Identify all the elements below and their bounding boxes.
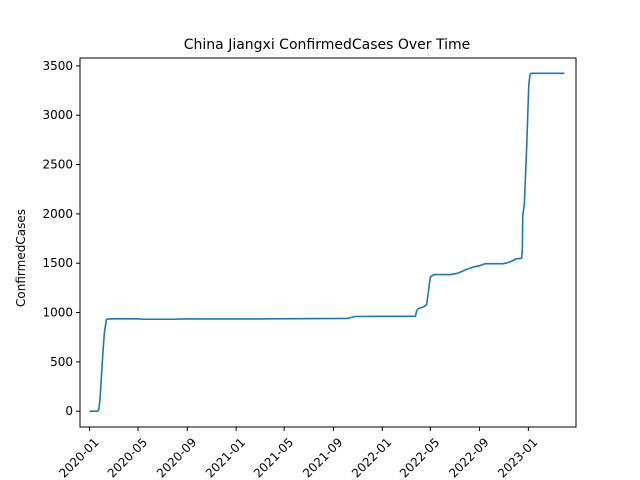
- y-tick-label: 2000: [42, 207, 73, 221]
- y-tick-label: 0: [65, 404, 73, 418]
- plot-area: [89, 72, 565, 413]
- chart-title: China Jiangxi ConfirmedCases Over Time: [184, 37, 471, 53]
- series-line: [89, 72, 565, 413]
- y-tick-label: 2500: [42, 158, 73, 172]
- plot-frame: [79, 57, 577, 428]
- y-tick-label: 3500: [42, 59, 73, 73]
- y-tick-label: 3000: [42, 108, 73, 122]
- y-tick-label: 500: [50, 355, 73, 369]
- y-tick-label: 1500: [42, 256, 73, 270]
- y-tick-label: 1000: [42, 306, 73, 320]
- y-axis: 0 500 1000 1500 2000 2500 3000 3500: [42, 59, 80, 418]
- y-axis-label: ConfirmedCases: [14, 209, 28, 307]
